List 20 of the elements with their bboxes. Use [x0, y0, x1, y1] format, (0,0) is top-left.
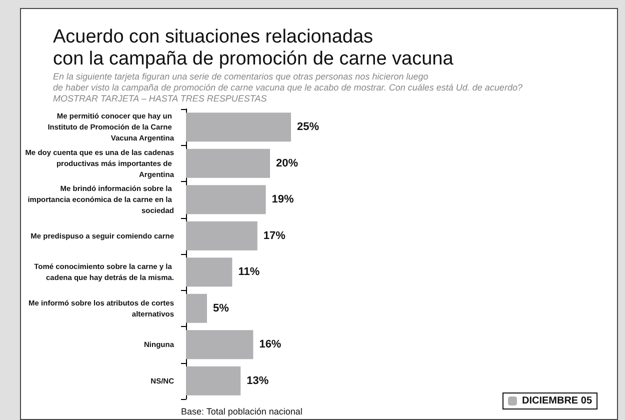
bar	[186, 258, 232, 287]
bar	[186, 148, 270, 178]
text: Base: Total población nacional	[181, 406, 302, 416]
data-label: 25%	[297, 121, 320, 134]
bar	[186, 185, 266, 214]
data-label: 13%	[246, 374, 269, 387]
data-label: 20%	[276, 157, 298, 170]
bar	[186, 112, 291, 142]
data-label: 17%	[263, 230, 286, 242]
data-label: 16%	[259, 338, 282, 351]
bar	[186, 294, 207, 323]
data-label: 11%	[238, 266, 260, 278]
chart-title: Acuerdo con situaciones relacionadas con la campaña de promoción de carne vacuna	[53, 26, 454, 70]
bar	[186, 330, 254, 360]
legend-label: DICIEMBRE 05	[522, 396, 592, 406]
data-label: 5%	[213, 302, 230, 314]
data-label: 19%	[272, 194, 294, 206]
bar	[186, 221, 258, 250]
bar	[186, 366, 241, 396]
chart-subtitle: En la siguiente tarjeta figuran una serie de comentarios que otras personas nos hicieron luego de haber visto la campaña de promoción de carne vacuna que le acabo de mostrar. Con cuáles está Ud. de acuerdo? MOSTRAR TARJETA – HASTA TRES RESPUESTAS	[53, 72, 522, 104]
